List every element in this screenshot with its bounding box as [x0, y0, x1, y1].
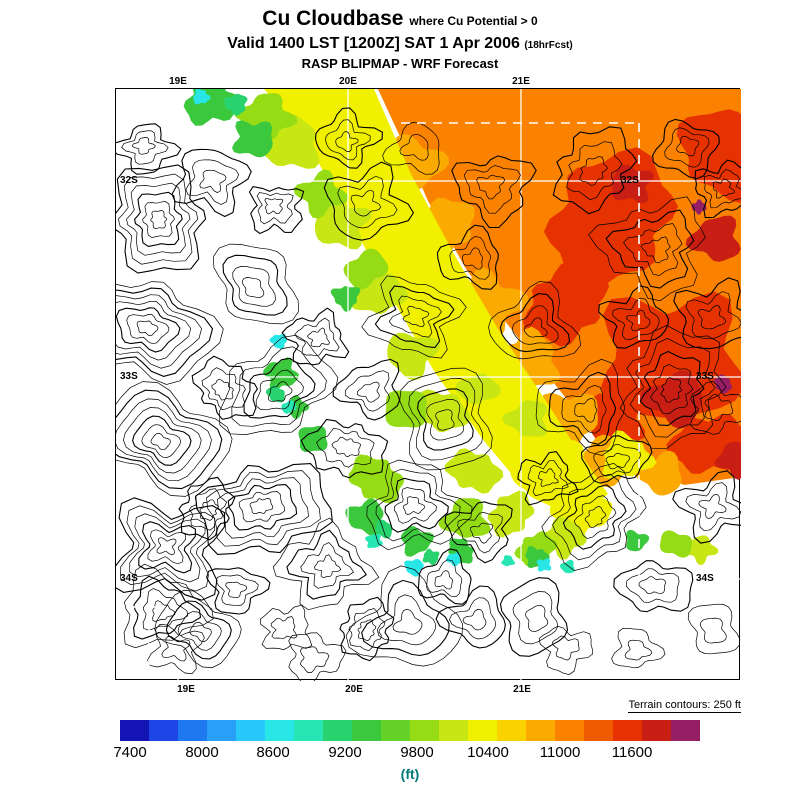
lat-label-right: 34S: [696, 573, 714, 584]
colorbar-segment: [584, 720, 613, 741]
colorbar-tick: 8600: [256, 744, 290, 761]
model-line: RASP BLIPMAP - WRF Forecast: [301, 55, 499, 71]
colorbar-tick: 9200: [328, 744, 362, 761]
title-line: Cu Cloudbase where Cu Potential > 0: [0, 7, 800, 31]
lon-label-bottom: 19E: [177, 684, 195, 695]
colorbar-segment: [323, 720, 352, 741]
terrain-contours-note: Terrain contours: 250 ft: [115, 699, 741, 713]
lon-label-top: 20E: [339, 76, 357, 87]
lat-label-left: 32S: [120, 175, 138, 186]
colorbar-segment: [178, 720, 207, 741]
colorbar-tick: 7400: [113, 744, 147, 761]
colorbar-segment: [642, 720, 671, 741]
valid-time-line: Valid 1400 LST [1200Z] SAT 1 Apr 2006 (1…: [0, 35, 800, 53]
colorbar-segment: [149, 720, 178, 741]
lon-label-top: 19E: [169, 76, 187, 87]
colorbar-segment: [207, 720, 236, 741]
lat-label-left: 33S: [120, 371, 138, 382]
lat-label-right: 32S: [621, 175, 639, 186]
lon-label-top: 21E: [512, 76, 530, 87]
colorbar-segment: [497, 720, 526, 741]
colorbar-tick: 9800: [400, 744, 434, 761]
forecast-map: 19E 20E 21E 19E 20E 21E 32S 33S 34S 32S …: [115, 77, 741, 695]
colorbar-tick: 8000: [185, 744, 219, 761]
colorbar-segment: [352, 720, 381, 741]
colorbar-segment: [526, 720, 555, 741]
title-block: Cu Cloudbase where Cu Potential > 0 Vali…: [0, 7, 800, 71]
lat-label-right: 33S: [696, 371, 714, 382]
colorbar-segment: [555, 720, 584, 741]
colorbar-unit: (ft): [400, 766, 420, 782]
title-qualifier: where Cu Potential > 0: [409, 14, 538, 28]
lat-label-left: 34S: [120, 573, 138, 584]
page-title: Cu Cloudbase: [262, 7, 404, 30]
map-canvas: [116, 89, 741, 681]
colorbar-segment: [294, 720, 323, 741]
colorbar-tick: 11000: [539, 744, 581, 761]
colorbar-segment: [671, 720, 700, 741]
colorbar-segment: [439, 720, 468, 741]
colorbar-tick: 10400: [467, 744, 509, 761]
lon-label-bottom: 21E: [513, 684, 531, 695]
colorbar-tick: 11600: [611, 744, 653, 761]
terrain-contours-text: Terrain contours: 250 ft: [628, 699, 741, 713]
valid-time: Valid 1400 LST [1200Z] SAT 1 Apr 2006: [227, 35, 520, 53]
colorbar-segment: [265, 720, 294, 741]
colorbar-segment: [236, 720, 265, 741]
lon-label-bottom: 20E: [345, 684, 363, 695]
colorbar-segment: [120, 720, 149, 741]
colorbar-segment: [613, 720, 642, 741]
forecast-hour-tag: (18hrFcst): [524, 40, 573, 52]
colorbar: [120, 720, 700, 741]
colorbar-segment: [410, 720, 439, 741]
colorbar-ticks: 7400 8000 8600 9200 9800 10400 11000 116…: [113, 744, 700, 762]
colorbar-segment: [468, 720, 497, 741]
colorbar-segment: [381, 720, 410, 741]
